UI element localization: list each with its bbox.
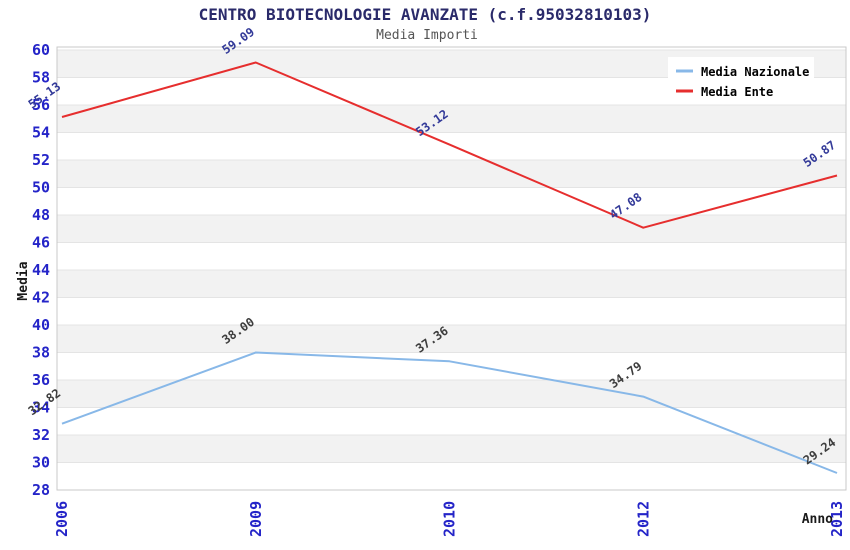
band bbox=[57, 380, 846, 408]
series-line-media-ente bbox=[61, 61, 838, 229]
chart-title: CENTRO BIOTECNOLOGIE AVANZATE (c.f.95032… bbox=[199, 5, 652, 24]
band bbox=[57, 105, 846, 133]
y-axis-tick-labels: 28 30 32 34 36 38 40 42 44 46 48 50 52 54 56 58 60 bbox=[32, 41, 50, 499]
y-tick-label: 60 bbox=[32, 41, 50, 59]
y-tick-label: 44 bbox=[32, 261, 50, 279]
series-lines bbox=[61, 61, 838, 474]
band bbox=[57, 325, 846, 353]
y-tick-label: 30 bbox=[32, 454, 50, 472]
legend-label-media-nazionale: Media Nazionale bbox=[701, 65, 809, 79]
band bbox=[57, 270, 846, 298]
series-line-media-nazionale bbox=[61, 351, 838, 474]
legend-background bbox=[668, 57, 814, 104]
x-tick-label: 2012 bbox=[634, 501, 652, 537]
x-axis-tick-labels: 2006 2009 2010 2012 2013 bbox=[53, 501, 846, 537]
band bbox=[57, 215, 846, 243]
legend: Media Nazionale Media Ente bbox=[668, 57, 814, 104]
y-tick-label: 54 bbox=[32, 124, 50, 142]
y-tick-label: 48 bbox=[32, 206, 50, 224]
y-tick-label: 46 bbox=[32, 234, 50, 252]
y-tick-label: 42 bbox=[32, 289, 50, 307]
y-tick-label: 58 bbox=[32, 69, 50, 87]
background-bands bbox=[57, 49, 846, 491]
y-tick-label: 32 bbox=[32, 426, 50, 444]
x-tick-label: 2006 bbox=[53, 501, 71, 537]
y-tick-label: 52 bbox=[32, 151, 50, 169]
y-tick-label: 36 bbox=[32, 371, 50, 389]
y-tick-label: 50 bbox=[32, 179, 50, 197]
x-tick-label: 2010 bbox=[441, 501, 459, 537]
x-axis-title: Anno bbox=[802, 512, 833, 527]
y-tick-label: 38 bbox=[32, 344, 50, 362]
legend-label-media-ente: Media Ente bbox=[701, 85, 773, 99]
y-tick-label: 40 bbox=[32, 316, 50, 334]
y-tick-label: 28 bbox=[32, 481, 50, 499]
chart-subtitle: Media Importi bbox=[376, 28, 478, 43]
y-tick-label: 56 bbox=[32, 96, 50, 114]
y-axis-title: Media bbox=[16, 261, 31, 300]
plot-border bbox=[56, 46, 847, 491]
y-tick-label: 34 bbox=[32, 399, 50, 417]
x-tick-label: 2009 bbox=[247, 501, 265, 537]
band bbox=[57, 435, 846, 463]
band bbox=[57, 160, 846, 188]
x-tick-label: 2013 bbox=[828, 501, 846, 537]
